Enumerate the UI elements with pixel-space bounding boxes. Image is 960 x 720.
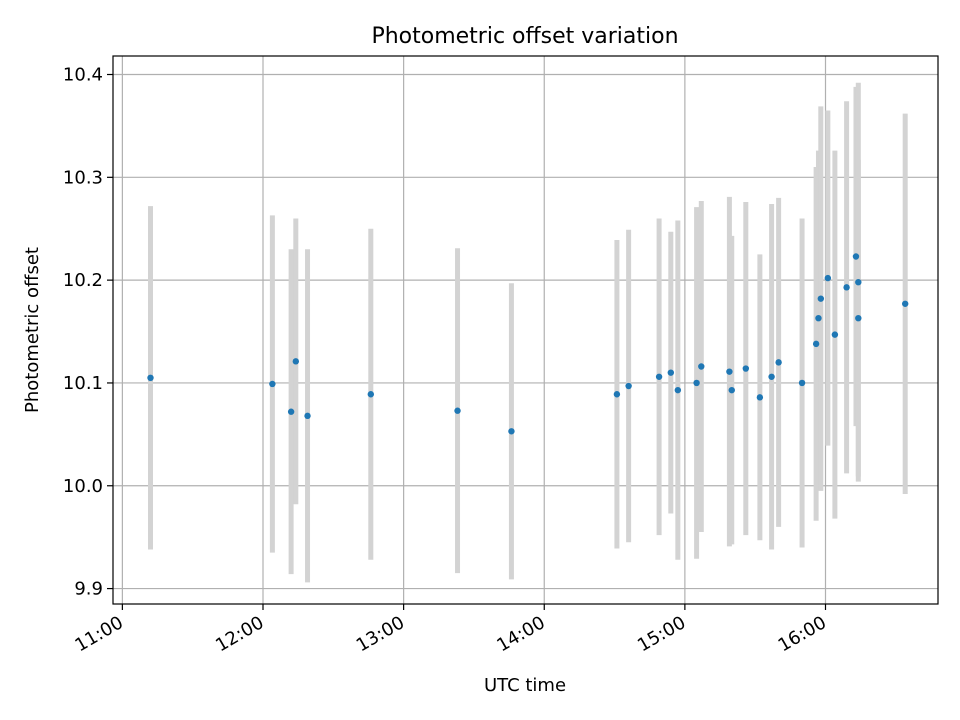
data-point [287, 408, 295, 415]
data-point [625, 382, 632, 390]
data-point [742, 365, 750, 372]
data-point [817, 295, 825, 302]
plot-frame [112, 55, 939, 605]
data-point [698, 363, 705, 370]
data-point [147, 374, 154, 382]
chart-title: Photometric offset variation [371, 24, 678, 49]
y-tick-label: 10.1 [63, 373, 103, 394]
data-point [304, 412, 311, 420]
y-tick-label: 10.4 [63, 65, 103, 86]
data-point [728, 386, 735, 394]
x-tick-label: 16:00 [775, 612, 830, 656]
data-point [292, 358, 300, 365]
data-point [798, 379, 806, 387]
data-point [775, 359, 782, 366]
x-tick-label: 15:00 [634, 612, 689, 656]
y-tick-label: 10.3 [63, 167, 103, 188]
data-point [855, 278, 862, 286]
y-axis-label: Photometric offset [22, 247, 43, 413]
data-point [367, 391, 375, 398]
data-point [843, 284, 850, 291]
data-point [852, 253, 860, 260]
data-point [269, 380, 276, 388]
data-point [756, 394, 764, 401]
data-point [613, 391, 621, 398]
data-point [812, 340, 820, 348]
data-point [831, 331, 839, 338]
x-tick-label: 14:00 [493, 612, 548, 656]
data-point [815, 314, 822, 322]
tick-layer: 11:00 12:00 13:00 14:00 15:00 16:00 9.9 10.0 10.… [63, 65, 830, 657]
x-tick-label: 11:00 [71, 612, 126, 656]
y-tick-label: 10.0 [63, 476, 103, 497]
y-tick-label: 10.2 [63, 270, 103, 291]
data-point [855, 314, 862, 322]
data-point [768, 373, 775, 380]
errorbar-layer [148, 82, 908, 583]
data-point [508, 428, 515, 435]
x-tick-label: 12:00 [212, 612, 267, 656]
data-point [901, 300, 909, 307]
data-point [726, 368, 733, 375]
data-point [655, 373, 663, 380]
point-layer [147, 253, 909, 435]
data-point [674, 386, 682, 394]
y-tick-label: 9.9 [74, 579, 103, 600]
x-axis-label: UTC time [484, 675, 566, 696]
data-point [667, 369, 675, 376]
x-tick-label: 13:00 [353, 612, 408, 656]
data-point [824, 274, 832, 282]
data-point [693, 379, 700, 387]
data-point [454, 407, 461, 414]
